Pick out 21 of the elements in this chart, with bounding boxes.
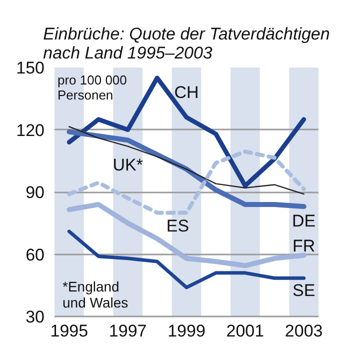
series-label: ES — [166, 216, 190, 236]
x-tick-label: 1997 — [108, 322, 147, 340]
y-tick-label: 60 — [26, 245, 45, 264]
x-tick-label: 2001 — [226, 322, 264, 340]
y-axis-title: pro 100 000 Personen — [58, 72, 127, 102]
series-label: SE — [292, 281, 316, 300]
series-label: UK* — [112, 156, 144, 175]
line-series — [68, 126, 304, 195]
chart-title: Einbrüche: Quote der Tatverdächtigen nach Land 1995–2003 — [43, 24, 330, 62]
x-tick-label: 1999 — [168, 322, 206, 340]
y-tick-label: 30 — [26, 308, 45, 326]
line-series — [67, 150, 306, 215]
annotation: *England und Wales — [62, 278, 128, 310]
y-tick-label: 120 — [16, 120, 45, 140]
series-label: CH — [174, 82, 199, 102]
x-tick-label: 2003 — [284, 322, 323, 340]
y-tick-label: 150 — [16, 58, 45, 78]
series-label: FR — [292, 236, 316, 256]
series-label: DE — [292, 212, 316, 231]
y-tick-label: 90 — [26, 183, 45, 202]
x-tick-label: 1995 — [50, 322, 88, 340]
